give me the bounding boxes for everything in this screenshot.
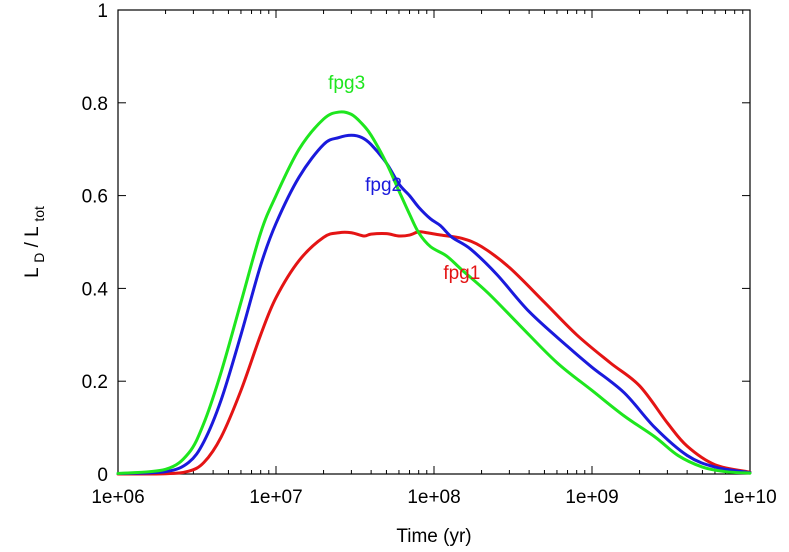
series-label-fpg1: fpg1 (443, 263, 480, 284)
series-label-fpg3: fpg3 (328, 73, 365, 94)
series-layer (116, 110, 752, 476)
series-line-fpg1 (116, 230, 752, 476)
series-line-fpg3 (116, 110, 752, 476)
x-tick-label: 1e+06 (91, 487, 144, 508)
x-tick-label: 1e+10 (723, 487, 776, 508)
y-tick-labels: 0 0.2 0.4 0.6 0.8 1 (82, 1, 109, 486)
y-tick-label: 0.8 (82, 94, 108, 115)
x-tick-label: 1e+09 (565, 487, 618, 508)
series-labels: fpg1 fpg2 fpg3 (328, 73, 480, 284)
x-tick-label: 1e+07 (249, 487, 302, 508)
y-axis-title-base: L (22, 268, 43, 278)
y-axis-title-den-sub: tot (31, 206, 47, 222)
y-tick-label: 0.2 (82, 372, 108, 393)
x-axis-title: Time (yr) (396, 526, 471, 547)
y-axis-title-den-base: L (22, 227, 43, 237)
axis-ticks (117, 9, 751, 475)
y-tick-label: 0.4 (82, 279, 109, 300)
y-axis-title-sub: D (31, 253, 47, 263)
series-line-fpg2 (116, 133, 752, 476)
y-axis-title: L D / L tot (22, 206, 49, 278)
series-label-fpg2: fpg2 (365, 175, 402, 196)
y-axis-title-sep: / (22, 241, 43, 247)
x-tick-label: 1e+08 (407, 487, 460, 508)
x-tick-labels: 1e+06 1e+07 1e+08 1e+09 1e+10 (91, 487, 776, 508)
y-tick-label: 0.6 (82, 187, 108, 208)
y-tick-label: 0 (97, 465, 108, 486)
y-tick-label: 1 (97, 1, 108, 22)
